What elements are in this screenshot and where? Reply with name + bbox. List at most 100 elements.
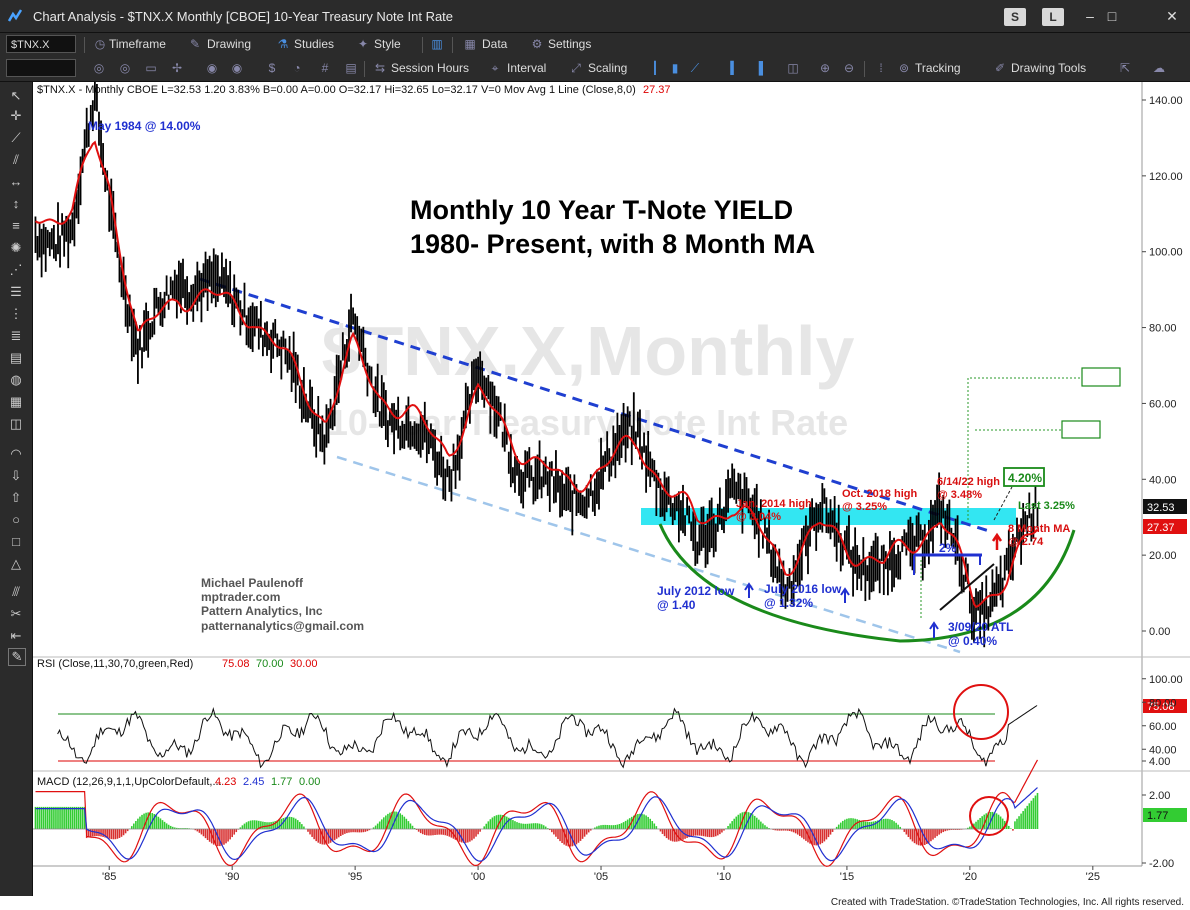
copyright-text: Created with TradeStation. ©TradeStation…: [830, 897, 1184, 908]
session-hours-menu[interactable]: Session Hours: [391, 61, 470, 75]
x-tick-label: '85: [102, 871, 116, 883]
dots-grid-icon[interactable]: ⁞: [879, 61, 883, 75]
y-tick-label: 80.00: [1149, 323, 1177, 335]
drawing-tools-menu[interactable]: Drawing Tools: [1011, 61, 1087, 75]
channel-icon[interactable]: ⫽: [13, 152, 19, 167]
crosshair-tool-icon[interactable]: ✛: [10, 108, 22, 123]
bar-chart-icon[interactable]: ┃: [651, 61, 659, 75]
close-button[interactable]: ✕: [1166, 8, 1178, 24]
rsi-lower: 30.00: [290, 658, 318, 670]
window-title: Chart Analysis - $TNX.X Monthly [CBOE] 1…: [33, 9, 454, 24]
line-icon[interactable]: ⟋: [690, 61, 700, 75]
delete-drawing-icon[interactable]: ⇤: [10, 628, 22, 643]
macd-value: 4.23: [215, 776, 236, 788]
candle-icon[interactable]: ▮: [671, 61, 679, 75]
price-chart[interactable]: $TNX.X,Monthly 10-Year Treasury Note Int…: [33, 82, 1190, 896]
ma-price-value: 27.37: [1147, 522, 1175, 534]
circle-icon[interactable]: ◎: [93, 61, 105, 75]
histogram-icon[interactable]: ▌: [758, 61, 768, 75]
arc-icon[interactable]: ◠: [10, 446, 22, 461]
y-tick-label: 40.00: [1149, 474, 1177, 486]
interval-menu[interactable]: Interval: [507, 61, 547, 75]
rounding-bottom-arc: [658, 523, 1076, 643]
arrow-icons: [744, 532, 1003, 638]
rsi-highlight-circle: [953, 684, 1009, 740]
target-icon-2[interactable]: ◉: [231, 61, 243, 75]
settings-menu[interactable]: Settings: [548, 37, 592, 51]
triangle-icon[interactable]: △: [11, 556, 21, 571]
drawing-menu[interactable]: Drawing: [207, 37, 252, 51]
flask-icon: ⚗: [277, 37, 289, 51]
studies-menu[interactable]: Studies: [294, 37, 335, 51]
horizontal-line-icon[interactable]: ↔: [9, 174, 23, 189]
split-icon[interactable]: ◫: [787, 61, 799, 75]
fib-extension-icon[interactable]: ☰: [10, 284, 22, 299]
fib-icon[interactable]: ⋰: [9, 262, 23, 277]
maximize-button[interactable]: □: [1107, 8, 1117, 24]
trendline-icon[interactable]: ⟋: [11, 130, 21, 145]
crosshair-icon[interactable]: ✢: [171, 61, 183, 75]
interval-input[interactable]: [6, 59, 76, 77]
data-menu[interactable]: Data: [482, 37, 508, 51]
tracking-menu[interactable]: Tracking: [915, 61, 961, 75]
annotation-oct2018-1: Oct. 2018 high: [842, 488, 917, 500]
dollar-icon[interactable]: $: [268, 61, 276, 75]
timeframe-menu[interactable]: Timeframe: [109, 37, 166, 51]
annotation-ma8-2: @ 2.74: [1008, 536, 1044, 548]
macd-tag: [1143, 808, 1187, 822]
style-menu[interactable]: Style: [374, 37, 401, 51]
arrow-up-icon[interactable]: ⇧: [10, 490, 22, 505]
volume-icon[interactable]: ▍: [730, 61, 740, 75]
scissors-icon[interactable]: ✂: [10, 606, 22, 621]
target-icon[interactable]: ◉: [206, 61, 218, 75]
app-icon: [7, 9, 23, 22]
watermark-symbol: $TNX.X,Monthly: [322, 312, 855, 390]
vertical-line-icon[interactable]: ↕: [12, 196, 20, 211]
tracking-icon: ⊚: [898, 61, 910, 75]
scaling-icon: ⤢: [571, 61, 581, 75]
layout-icon[interactable]: ▥: [431, 37, 443, 51]
symbol-input[interactable]: $TNX.X: [6, 35, 76, 53]
cloud-icon[interactable]: ☁: [1153, 61, 1165, 75]
ruler-icon[interactable]: ⫻: [12, 584, 20, 599]
drawing-object-icon[interactable]: ✎: [8, 648, 26, 666]
fib-arc-icon[interactable]: ◍: [10, 372, 22, 387]
zoom-in-icon[interactable]: ⊕: [819, 61, 831, 75]
gann-icon[interactable]: ✺: [10, 240, 22, 255]
ellipse-icon[interactable]: ○: [12, 512, 20, 527]
circle-icon-2[interactable]: ◎: [119, 61, 131, 75]
annotation-jul2016-1: July 2016 low: [764, 582, 842, 596]
macd-label: MACD (12,26,9,1,1,UpColorDefault,...: [37, 776, 222, 788]
rectangle-icon[interactable]: □: [12, 534, 20, 549]
x-tick-label: '15: [840, 871, 854, 883]
minimize-button[interactable]: –: [1086, 8, 1094, 24]
page-icon[interactable]: ▭: [145, 61, 157, 75]
x-tick-label: '00: [471, 871, 485, 883]
ma-price-tag: [1143, 519, 1187, 534]
pointer-icon[interactable]: ↖: [10, 88, 22, 103]
annotation-jan2014-1: Jan. 2014 high: [736, 498, 812, 510]
author-email: patternanalytics@gmail.com: [201, 619, 364, 633]
grid-icon[interactable]: #: [321, 61, 329, 75]
gann-fan-icon[interactable]: ▦: [9, 394, 23, 409]
cursor-tool-icon[interactable]: ⇱: [1119, 61, 1131, 75]
lock-button[interactable]: L: [1042, 8, 1064, 26]
fib-time-icon[interactable]: ▤: [9, 350, 23, 365]
symbol-link-button[interactable]: S: [1004, 8, 1026, 26]
x-tick-label: '20: [963, 871, 977, 883]
pie-icon[interactable]: ◔: [293, 61, 301, 75]
speed-lines-icon[interactable]: ⋮: [9, 306, 23, 321]
fib-fan-icon[interactable]: ≣: [10, 328, 22, 343]
bars-icon[interactable]: ▤: [345, 61, 357, 75]
rsi-label: RSI (Close,11,30,70,green,Red): [37, 658, 193, 670]
andrews-icon[interactable]: ◫: [9, 416, 23, 431]
target-box-upper: [1081, 367, 1121, 387]
y-tick-label: 0.00: [1149, 626, 1170, 638]
parallel-icon[interactable]: ≡: [12, 218, 20, 233]
chart-area[interactable]: $TNX.X,Monthly 10-Year Treasury Note Int…: [33, 82, 1190, 896]
scaling-menu[interactable]: Scaling: [588, 61, 628, 75]
annotation-oct2018-2: @ 3.25%: [842, 501, 887, 513]
zoom-out-icon[interactable]: ⊖: [843, 61, 855, 75]
arrow-down-icon[interactable]: ⇩: [10, 468, 22, 483]
macd-histogram: [34, 792, 1039, 847]
